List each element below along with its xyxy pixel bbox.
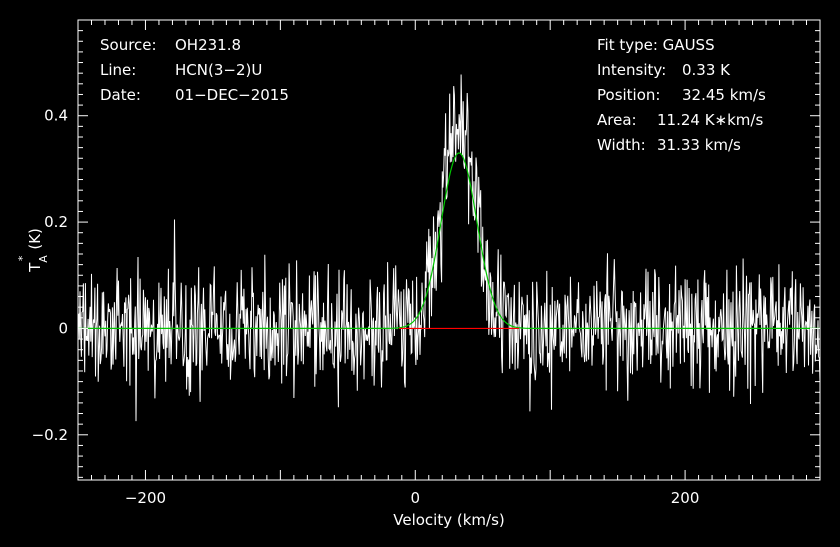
svg-text:TA*(K): TA * (K) [16,228,50,273]
position-value: 32.45 km/s [682,86,766,104]
y-axis-title-sup: * [16,255,29,261]
source-key: Source: [100,36,157,54]
gaussian-fit-line [78,152,820,329]
y-axis-title-unit: (K) [26,228,44,250]
y-axis-title-main: T [26,262,44,273]
info-right: Fit type: GAUSS Intensity: 0.33 K Positi… [597,36,766,154]
data-layer [77,74,821,422]
date-key: Date: [100,86,141,104]
x-tick-label: −200 [125,489,166,507]
line-key: Line: [100,61,136,79]
position-key: Position: [597,86,660,104]
y-tick-label: 0 [58,319,68,337]
fit-type: Fit type: GAUSS [597,36,715,54]
y-axis-title: TA * (K) [16,228,50,273]
axis-ticks: −200 0 200 −0.2 0 0.2 0.4 [32,20,821,507]
x-tick-label: 200 [671,489,700,507]
intensity-value: 0.33 K [682,61,731,79]
plot-frame [77,19,821,481]
source-value: OH231.8 [175,36,241,54]
x-axis-title: Velocity (km/s) [393,511,504,529]
y-tick-label: −0.2 [32,426,68,444]
y-tick-label: 0.2 [44,213,68,231]
area-value: 11.24 K∗km/s [657,111,763,129]
date-value: 01−DEC−2015 [175,86,289,104]
intensity-key: Intensity: [597,61,666,79]
spectrum-line [77,74,821,422]
x-tick-label: 0 [410,489,420,507]
y-tick-label: 0.4 [44,107,68,125]
width-value: 31.33 km/s [657,136,741,154]
info-left: Source: OH231.8 Line: HCN(3−2)U Date: 01… [100,36,289,104]
line-value: HCN(3−2)U [175,61,262,79]
width-key: Width: [597,136,646,154]
area-key: Area: [597,111,637,129]
y-axis-title-sub: A [37,255,50,263]
